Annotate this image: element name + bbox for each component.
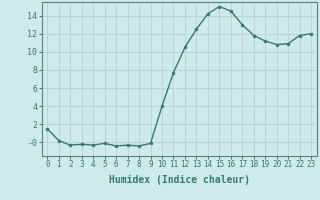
X-axis label: Humidex (Indice chaleur): Humidex (Indice chaleur) — [109, 175, 250, 185]
